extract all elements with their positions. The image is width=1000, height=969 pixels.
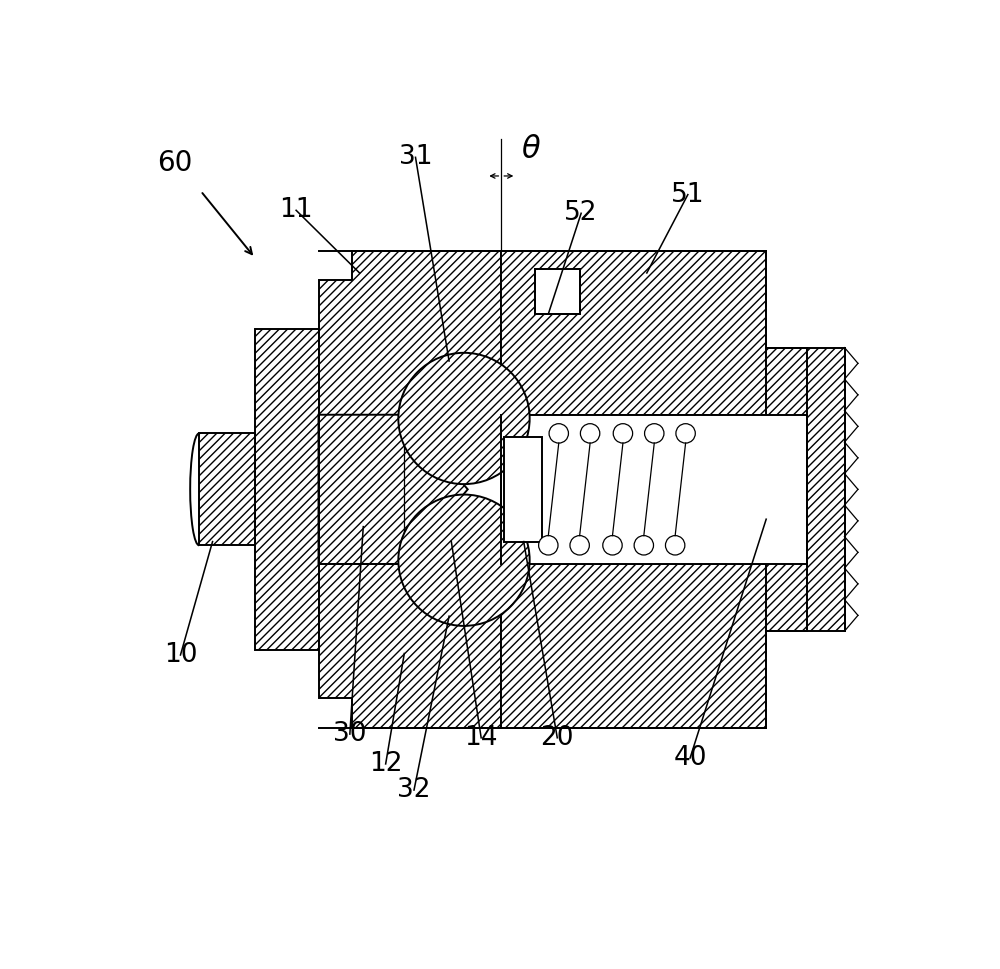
- Circle shape: [613, 423, 633, 443]
- Text: 51: 51: [671, 181, 705, 207]
- Text: 10: 10: [164, 642, 197, 668]
- Circle shape: [665, 536, 685, 555]
- Text: 31: 31: [399, 144, 432, 171]
- Text: 52: 52: [564, 201, 598, 227]
- Text: 30: 30: [333, 721, 367, 747]
- Circle shape: [570, 536, 589, 555]
- Circle shape: [634, 536, 654, 555]
- Polygon shape: [255, 328, 360, 650]
- Text: $\theta$: $\theta$: [521, 135, 541, 166]
- Circle shape: [580, 423, 600, 443]
- Text: 12: 12: [369, 751, 402, 777]
- Polygon shape: [319, 415, 468, 564]
- Polygon shape: [766, 348, 845, 631]
- Bar: [501, 415, 807, 564]
- Text: 14: 14: [464, 725, 498, 751]
- Circle shape: [549, 423, 568, 443]
- Circle shape: [398, 494, 530, 626]
- Polygon shape: [501, 564, 807, 728]
- Polygon shape: [319, 564, 501, 728]
- Bar: [535, 269, 580, 314]
- Circle shape: [539, 536, 558, 555]
- Polygon shape: [199, 433, 255, 546]
- Polygon shape: [501, 251, 807, 415]
- Bar: [504, 437, 542, 542]
- Text: 40: 40: [673, 745, 707, 771]
- Text: 11: 11: [279, 198, 313, 223]
- Text: 20: 20: [541, 725, 574, 751]
- Text: 60: 60: [158, 148, 193, 176]
- Circle shape: [645, 423, 664, 443]
- Text: 32: 32: [397, 777, 431, 803]
- Circle shape: [398, 353, 530, 484]
- Circle shape: [603, 536, 622, 555]
- Polygon shape: [319, 251, 501, 415]
- Circle shape: [676, 423, 695, 443]
